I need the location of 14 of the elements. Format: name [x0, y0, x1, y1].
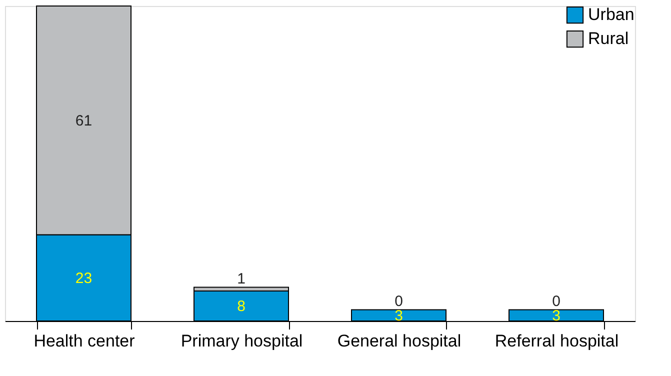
data-label: 8	[237, 298, 246, 315]
data-label: 1	[237, 270, 246, 288]
data-label: 0	[394, 292, 403, 310]
data-label: 0	[552, 292, 560, 310]
data-label: 3	[552, 307, 560, 324]
x-tick-label: General hospital	[337, 332, 462, 350]
data-label: 61	[75, 112, 92, 130]
x-tick-label: Health center	[34, 332, 136, 350]
x-tick-label: Primary hospital	[180, 332, 303, 350]
legend-label: Urban	[588, 5, 634, 24]
x-tick-label: Referral hospital	[494, 332, 619, 350]
data-label: 3	[394, 307, 403, 324]
legend-label: Rural	[588, 29, 629, 48]
data-label: 23	[75, 270, 92, 287]
